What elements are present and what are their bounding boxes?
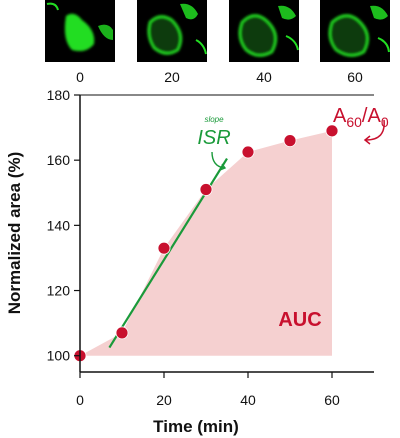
strip-label-t20: 20: [164, 69, 180, 85]
y-tick-label: 180: [47, 87, 71, 103]
x-tick-label: 60: [324, 392, 340, 408]
a60-a0-label: A60/A0: [333, 105, 389, 145]
a-ratio-slash: /: [362, 105, 368, 127]
data-point: [325, 124, 339, 138]
a-ratio-a2: A: [367, 105, 381, 127]
x-ticks: 0 20 40 60: [76, 372, 340, 408]
image-panel-t0: [45, 0, 115, 62]
isr-arrowhead: [219, 163, 227, 171]
slope-label: slope: [204, 115, 224, 124]
x-tick-label: 0: [76, 392, 84, 408]
a-ratio-a1: A: [333, 105, 347, 127]
strip-label-t60: 60: [347, 69, 363, 85]
x-tick-label: 40: [240, 392, 256, 408]
microscopy-strip: 0 20 40 60: [45, 0, 390, 85]
data-point: [241, 145, 255, 159]
image-panel-t20: [137, 0, 207, 62]
data-point: [157, 241, 171, 255]
isr-label: ISR: [197, 127, 230, 149]
x-tick-label: 20: [156, 392, 172, 408]
image-panel-t40: [229, 0, 299, 62]
a-ratio-sub1: 60: [346, 114, 362, 130]
strip-label-t40: 40: [256, 69, 272, 85]
data-point: [115, 326, 129, 340]
x-axis-label: Time (min): [153, 417, 239, 436]
data-points: [73, 124, 339, 363]
y-tick-label: 120: [47, 283, 71, 299]
auc-area: [80, 130, 332, 356]
data-point: [283, 134, 297, 148]
image-panel-t60: [320, 0, 390, 62]
y-ticks: 100 120 140 160 180: [47, 87, 80, 364]
svg-text:A60/A0: A60/A0: [333, 105, 389, 130]
y-tick-label: 160: [47, 152, 71, 168]
y-tick-label: 140: [47, 217, 71, 233]
data-point: [199, 183, 213, 196]
y-tick-label: 100: [47, 348, 71, 364]
a-ratio-arrowhead: [363, 135, 371, 145]
axes: 100 120 140 160 180 0 20 40 60: [47, 87, 374, 408]
y-axis-label: Normalized area (%): [5, 152, 24, 315]
strip-label-t0: 0: [76, 69, 84, 85]
auc-label: AUC: [278, 309, 321, 331]
a-ratio-arrow: [365, 119, 385, 141]
isr-arrow: [211, 151, 225, 169]
auc-fill: [80, 130, 332, 356]
